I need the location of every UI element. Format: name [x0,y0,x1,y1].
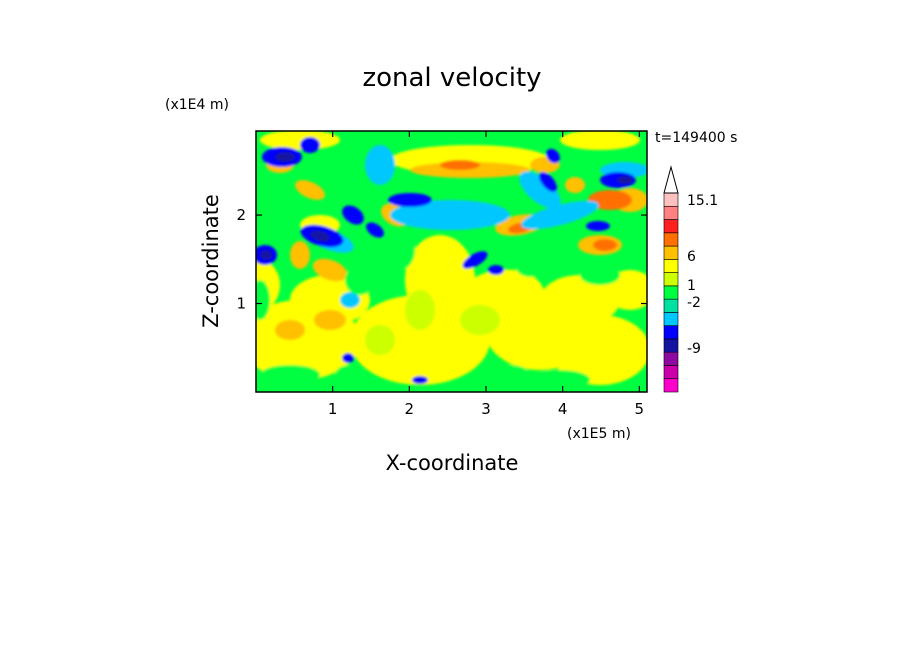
field-contour [488,265,504,275]
field-contour [275,320,305,340]
colorbar-swatch [663,351,679,366]
x-axis-label: X-coordinate [386,451,519,475]
axes: 1 2 3 4 5 1 2 [236,131,647,418]
colorbar-swatch [663,312,679,326]
colorbar-swatch [663,298,679,313]
field-contour [314,310,346,330]
field-contour [390,200,510,230]
field-contour [462,251,488,269]
colorbar-swatch [663,378,679,393]
x-tick-label: 5 [635,400,645,418]
field-contour [290,241,310,269]
colorbar: 15.1 6 1-2 -9 [663,165,718,393]
field-contour [540,275,620,325]
field-contour [295,180,325,200]
colorbar-swatch [663,219,679,234]
x-scale-label: (x1E5 m) [567,426,631,442]
plot-field [256,131,647,392]
field-contour [521,200,599,230]
colorbar-extend-arrow [663,165,679,194]
field-contour [410,162,530,178]
field-contour [580,265,620,285]
colorbar-swatch [663,245,679,260]
field-contour [310,230,330,242]
field-contour [560,131,640,150]
field-contour [340,292,360,308]
y-scale-label: (x1E4 m) [165,97,229,113]
field-contour [365,325,395,355]
time-label: t=149400 s [655,130,737,146]
x-tick-label: 2 [405,400,415,418]
colorbar-label: 15.1 [687,193,718,209]
field-contour [550,315,647,385]
chart-title: zonal velocity [362,63,541,93]
field-contour [405,290,435,330]
field-contour [460,305,500,335]
field-contour [593,239,617,251]
field-contour [440,160,480,170]
colorbar-swatch [663,272,679,287]
field-contour [515,253,545,277]
y-axis-label: Z-coordinate [199,194,223,328]
field-contour [490,365,530,385]
field-contour [588,190,632,210]
colorbar-swatch [663,259,679,273]
field-contour [519,171,561,209]
colorbar-label: 1 [687,278,696,294]
field-contour [260,250,272,260]
plot-frame [255,130,648,393]
colorbar-swatch [663,338,679,353]
field-contour [342,205,364,225]
x-tick-label: 1 [328,400,338,418]
field-contour [260,365,320,385]
x-tick-label: 3 [481,400,491,418]
colorbar-label: 6 [687,249,696,265]
field-contour [546,148,560,164]
field-contour [565,177,585,193]
field-contour [260,131,340,150]
field-contour [300,137,320,153]
field-contour [586,221,610,231]
field-contour [539,172,557,192]
field-contour [366,222,384,238]
field-contour [256,205,285,225]
field-contour [335,365,365,385]
field-contour [345,265,375,295]
colorbar-swatch [663,232,679,247]
field-contour [256,280,270,320]
colorbar-swatch [663,285,679,300]
x-tick-label: 4 [558,400,568,418]
field-contour [312,258,348,282]
field-contour [530,370,590,390]
field-contour [412,376,428,384]
field-contour [275,152,295,162]
field-contour [385,230,415,270]
colorbar-swatch [663,365,679,380]
field-contour [388,193,432,207]
colorbar-label: -2 [687,295,701,311]
field-contour [617,176,633,184]
field-contour [342,353,354,363]
colorbar-swatch [663,192,679,207]
colorbar-swatch [663,325,679,340]
colorbar-swatch [663,205,679,220]
field-contour [365,145,395,185]
colorbar-label: -9 [687,341,701,357]
y-tick-label: 1 [236,295,246,313]
y-tick-label: 2 [236,206,246,224]
